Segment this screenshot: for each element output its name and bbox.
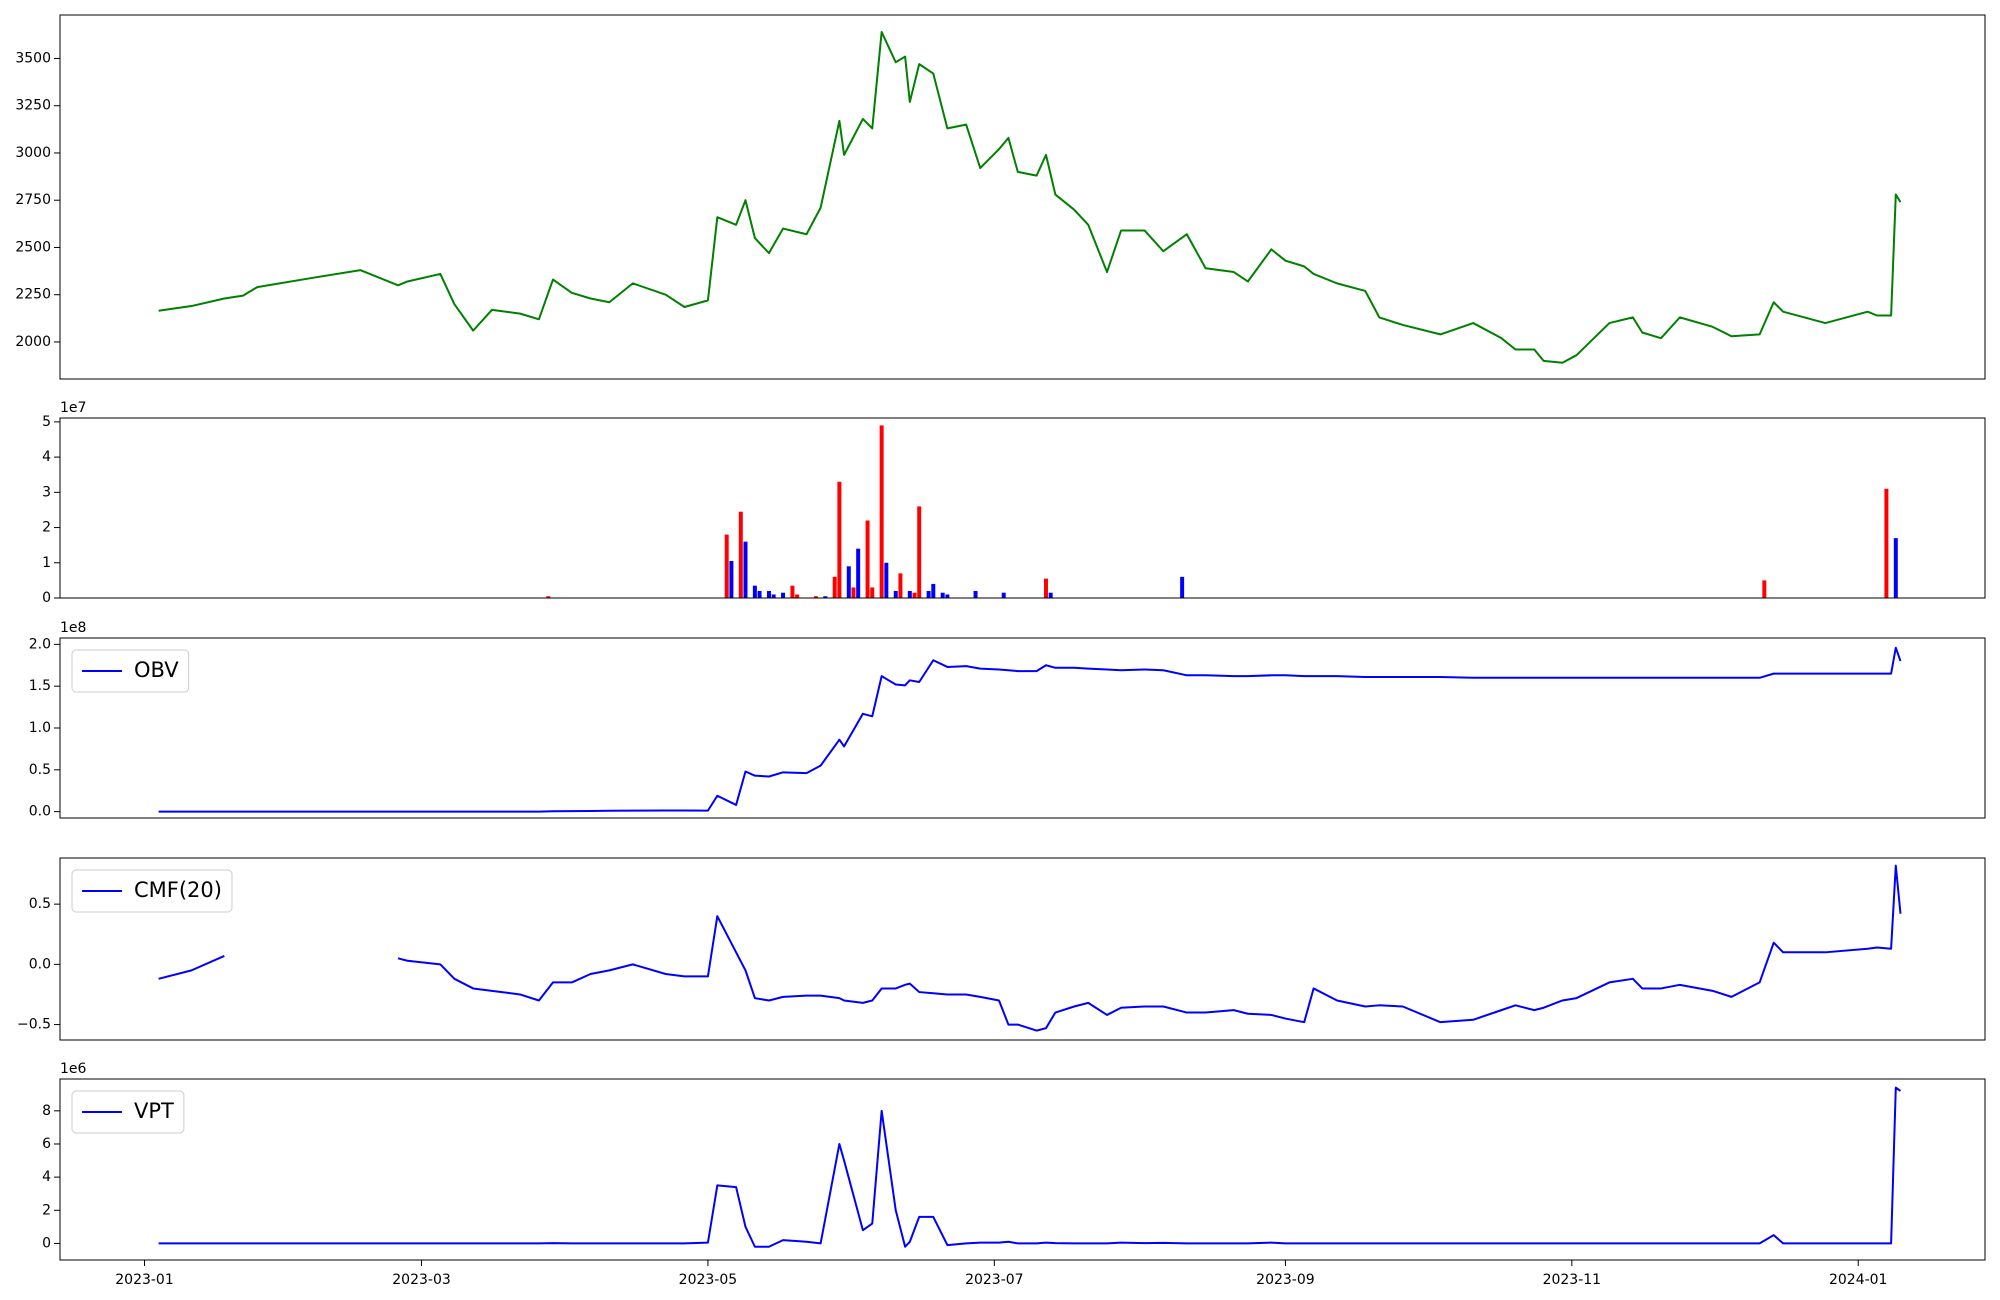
legend-text: VPT	[134, 1099, 174, 1123]
bar	[917, 506, 922, 598]
bar	[865, 520, 870, 598]
axes-frame	[59, 1078, 1986, 1261]
legend-text: OBV	[134, 658, 179, 682]
bar	[832, 576, 837, 598]
bar	[945, 594, 950, 598]
y-tick-label: −0.5	[17, 1017, 51, 1033]
bar	[837, 481, 842, 598]
bar	[1762, 580, 1767, 598]
bar	[893, 590, 898, 598]
series-line	[158, 864, 1902, 1032]
x-tick-label: 2023-07	[965, 1272, 1024, 1288]
series-line	[158, 1086, 1902, 1248]
y-tick-label: 8	[42, 1103, 51, 1119]
bar	[724, 534, 729, 598]
series-line	[158, 646, 1902, 813]
bar	[790, 585, 795, 598]
bar	[766, 590, 771, 598]
y-tick-label: 2500	[15, 239, 51, 255]
bar	[781, 592, 786, 598]
bar	[931, 583, 936, 598]
bar	[926, 590, 931, 598]
y-tick-label: 0.0	[29, 804, 51, 820]
bar	[752, 585, 757, 598]
y-tick-label: 0	[42, 1235, 51, 1251]
y-tick-label: 3	[42, 484, 51, 500]
bar	[743, 541, 748, 598]
x-tick-label: 2023-05	[679, 1272, 738, 1288]
axes-frame	[59, 417, 1986, 599]
y-tick-label: 2000	[15, 334, 51, 350]
bar	[795, 594, 800, 598]
y-tick-label: 4	[42, 1169, 51, 1185]
bar	[813, 596, 818, 598]
bar	[757, 590, 762, 598]
x-tick-label: 2023-01	[115, 1272, 174, 1288]
y-tick-label: 0.5	[29, 762, 51, 778]
bar	[1180, 576, 1185, 598]
axes-frame	[59, 637, 1986, 819]
y-tick-label: 1.0	[29, 720, 51, 736]
y-tick-label: 1.5	[29, 678, 51, 694]
axis-offset-text: 1e6	[60, 1061, 87, 1077]
bar	[870, 587, 875, 598]
bar	[729, 561, 734, 598]
legend-box	[71, 1090, 185, 1134]
y-tick-label: 3250	[15, 98, 51, 114]
x-tick-label: 2024-01	[1829, 1272, 1888, 1288]
series-line	[158, 31, 1902, 364]
axis-offset-text: 1e8	[60, 620, 86, 636]
bar	[738, 511, 743, 598]
bar	[912, 592, 917, 598]
axes-frame	[59, 857, 1986, 1041]
bar	[879, 425, 884, 598]
y-tick-label: 2	[42, 520, 51, 536]
legend-text: CMF(20)	[134, 878, 222, 902]
y-tick-label: 0	[42, 590, 51, 606]
bar	[898, 573, 903, 598]
y-tick-label: 4	[42, 449, 51, 465]
x-tick-label: 2023-03	[392, 1272, 451, 1288]
y-tick-label: 2250	[15, 287, 51, 303]
x-tick-label: 2023-09	[1256, 1272, 1315, 1288]
bar	[1048, 592, 1053, 598]
legend-box	[71, 649, 190, 693]
bar	[856, 548, 861, 598]
y-tick-label: 0.5	[29, 896, 51, 912]
y-tick-label: 3000	[15, 145, 51, 161]
bar	[846, 566, 851, 598]
y-tick-label: 2.0	[29, 636, 51, 652]
bar	[1001, 592, 1006, 598]
bar	[907, 590, 912, 598]
legend-box	[71, 869, 233, 913]
bar	[851, 587, 856, 598]
y-tick-label: 3500	[15, 50, 51, 66]
bar	[973, 590, 978, 598]
bar	[884, 562, 889, 598]
bar	[1043, 578, 1048, 598]
y-tick-label: 2750	[15, 192, 51, 208]
x-tick-label: 2023-11	[1543, 1272, 1602, 1288]
bar	[1893, 538, 1898, 598]
y-tick-label: 6	[42, 1136, 51, 1152]
y-tick-label: 1	[42, 555, 51, 571]
y-tick-label: 5	[42, 414, 51, 430]
axis-offset-text: 1e7	[60, 400, 86, 416]
axes-frame	[59, 14, 1986, 380]
y-tick-label: 2	[42, 1202, 51, 1218]
bar	[823, 596, 828, 598]
y-tick-label: 0.0	[29, 956, 51, 972]
bar	[940, 592, 945, 598]
bar	[771, 594, 776, 598]
bar	[1884, 488, 1889, 598]
bar	[546, 596, 551, 598]
